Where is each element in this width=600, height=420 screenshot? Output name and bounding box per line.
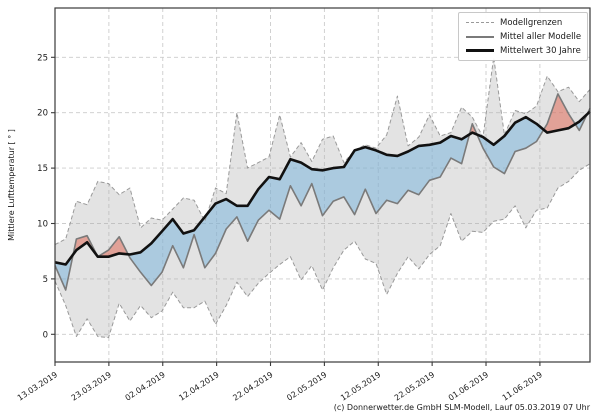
legend-item-mittelwert-30-jahre: Mittelwert 30 Jahre — [466, 45, 581, 56]
legend-label: Mittel aller Modelle — [500, 31, 582, 42]
svg-text:5: 5 — [43, 275, 48, 285]
svg-text:11.06.2019: 11.06.2019 — [501, 370, 544, 402]
svg-text:01.06.2019: 01.06.2019 — [447, 370, 490, 402]
solid-gray-line-icon — [466, 35, 494, 38]
svg-text:13.03.2019: 13.03.2019 — [16, 370, 59, 402]
svg-text:20: 20 — [37, 109, 48, 119]
svg-text:12.04.2019: 12.04.2019 — [177, 370, 220, 402]
svg-text:15: 15 — [37, 164, 48, 174]
y-axis-label: Mittlere Lufttemperatur [ ° ] — [7, 129, 16, 241]
svg-text:02.05.2019: 02.05.2019 — [285, 370, 328, 402]
svg-text:0: 0 — [43, 330, 48, 340]
svg-text:10: 10 — [37, 220, 48, 230]
svg-text:22.05.2019: 22.05.2019 — [393, 370, 436, 402]
legend-label: Mittelwert 30 Jahre — [500, 45, 581, 56]
svg-text:25: 25 — [37, 53, 48, 63]
legend-item-modellgrenzen: Modellgrenzen — [466, 17, 580, 28]
svg-text:23.03.2019: 23.03.2019 — [70, 370, 113, 402]
copyright-caption: (c) Donnerwetter.de GmbH SLM-Modell, Lau… — [333, 403, 590, 412]
solid-black-line-icon — [466, 49, 494, 52]
legend: Modellgrenzen Mittel aller Modelle Mitte… — [458, 12, 588, 61]
legend-label: Modellgrenzen — [500, 17, 563, 28]
svg-text:12.05.2019: 12.05.2019 — [339, 370, 382, 402]
svg-text:02.04.2019: 02.04.2019 — [124, 370, 167, 402]
legend-item-mittel-aller-modelle: Mittel aller Modelle — [466, 31, 582, 42]
dashed-line-icon — [466, 22, 494, 23]
svg-text:22.04.2019: 22.04.2019 — [231, 370, 274, 402]
